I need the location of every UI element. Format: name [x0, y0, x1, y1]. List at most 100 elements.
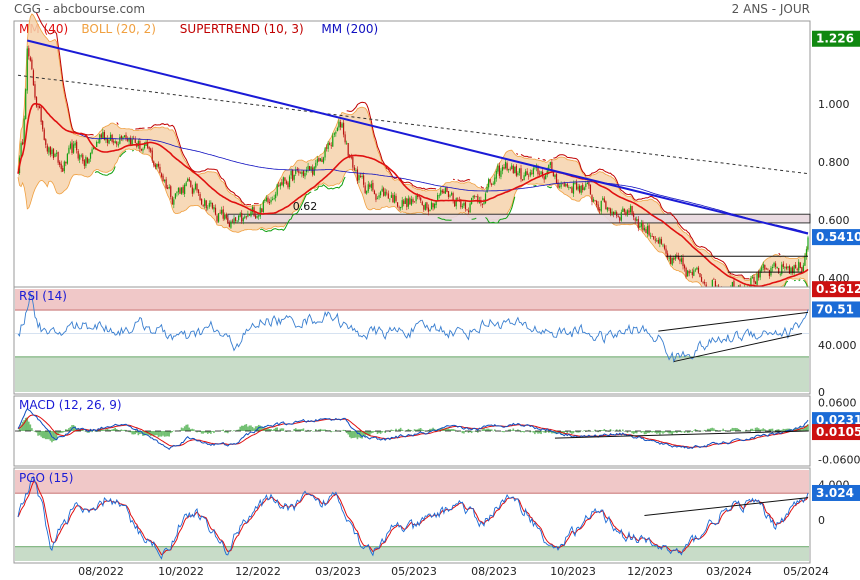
- histogram-bar: [605, 430, 607, 431]
- histogram-bar: [210, 431, 212, 434]
- candle-body: [55, 152, 58, 154]
- candle-body: [236, 220, 238, 222]
- candle-body: [464, 202, 467, 210]
- histogram-bar: [361, 431, 363, 439]
- candle-body: [267, 197, 269, 203]
- histogram-bar: [756, 427, 758, 431]
- histogram-bar: [389, 431, 391, 433]
- candle-body: [182, 186, 184, 193]
- candle-body: [372, 182, 374, 191]
- histogram-bar: [242, 425, 245, 431]
- histogram-bar: [549, 431, 552, 433]
- candle-body: [207, 207, 209, 209]
- candle-body: [554, 174, 556, 178]
- candle-body: [302, 170, 305, 176]
- histogram-bar: [686, 431, 689, 433]
- candle-body: [103, 131, 106, 140]
- candle-body: [242, 218, 244, 222]
- histogram-bar: [240, 425, 243, 431]
- histogram-bar: [594, 429, 596, 431]
- histogram-bar: [61, 431, 64, 433]
- candle-body: [543, 176, 545, 180]
- histogram-bar: [429, 428, 431, 431]
- candle-body: [234, 217, 237, 221]
- candle-body: [384, 191, 386, 196]
- histogram-bar: [696, 429, 698, 431]
- histogram-bar: [168, 431, 171, 437]
- candle-body: [82, 154, 84, 162]
- candle-body: [293, 174, 295, 180]
- candle-body: [782, 263, 784, 268]
- candle-body: [312, 167, 314, 175]
- candle-body: [96, 142, 98, 148]
- histogram-bar: [609, 429, 612, 431]
- candle-body: [770, 267, 772, 276]
- rsi-oversold-zone: [15, 356, 809, 392]
- candle-body: [322, 157, 325, 163]
- histogram-bar: [392, 430, 394, 431]
- rsi-trendline: [658, 311, 809, 332]
- candle-body: [460, 199, 462, 208]
- candle-body: [400, 206, 402, 209]
- candle-body: [292, 170, 294, 181]
- histogram-bar: [102, 429, 104, 431]
- candle-body: [179, 188, 181, 194]
- candle-body: [409, 198, 411, 205]
- histogram-bar: [301, 429, 303, 431]
- candle-body: [434, 203, 436, 209]
- candle-body: [147, 141, 149, 148]
- histogram-bar: [145, 431, 147, 435]
- histogram-bar: [655, 431, 658, 434]
- histogram-bar: [395, 428, 397, 431]
- candle-body: [714, 280, 717, 288]
- candle-body: [656, 240, 658, 242]
- histogram-bar: [43, 431, 46, 439]
- candle-body: [346, 142, 348, 144]
- candle-body: [325, 147, 328, 149]
- histogram-bar: [223, 431, 226, 433]
- histogram-bar: [652, 431, 655, 433]
- candle-body: [29, 57, 31, 61]
- candle-body: [123, 135, 126, 138]
- candle-body: [579, 185, 581, 193]
- histogram-bar: [26, 417, 29, 431]
- candle-body: [608, 207, 610, 209]
- histogram-bar: [555, 431, 558, 435]
- candle-body: [255, 215, 257, 219]
- candle-body: [350, 157, 352, 159]
- histogram-bar: [467, 431, 470, 433]
- histogram-bar: [339, 431, 342, 432]
- candle-body: [71, 142, 73, 153]
- candle-body: [251, 206, 254, 213]
- histogram-bar: [28, 421, 30, 431]
- candle-body: [603, 198, 605, 203]
- histogram-bar: [782, 428, 785, 431]
- candle-body: [429, 210, 431, 212]
- histogram-bar: [78, 430, 81, 431]
- histogram-bar: [512, 428, 515, 431]
- histogram-bar: [626, 431, 629, 433]
- candle-body: [548, 164, 550, 171]
- histogram-bar: [152, 431, 155, 437]
- histogram-bar: [21, 421, 24, 431]
- candle-body: [176, 192, 178, 194]
- candle-body: [168, 187, 170, 189]
- histogram-bar: [92, 430, 95, 431]
- macd-trendline: [554, 430, 809, 439]
- candle-body: [447, 191, 450, 197]
- histogram-bar: [342, 429, 345, 431]
- candle-body: [77, 151, 79, 159]
- supertrend-line: [547, 186, 553, 189]
- histogram-bar: [802, 428, 805, 431]
- candle-body: [619, 217, 621, 221]
- candle-body: [352, 157, 354, 168]
- histogram-bar: [251, 426, 254, 431]
- candle-body: [463, 203, 465, 206]
- candle-body: [614, 211, 616, 214]
- candle-body: [677, 255, 679, 260]
- candle-body: [551, 162, 553, 171]
- pgo-badge-bg: [812, 484, 860, 501]
- candle-body: [59, 162, 61, 165]
- candle-body: [45, 139, 47, 145]
- candle-body: [577, 186, 579, 190]
